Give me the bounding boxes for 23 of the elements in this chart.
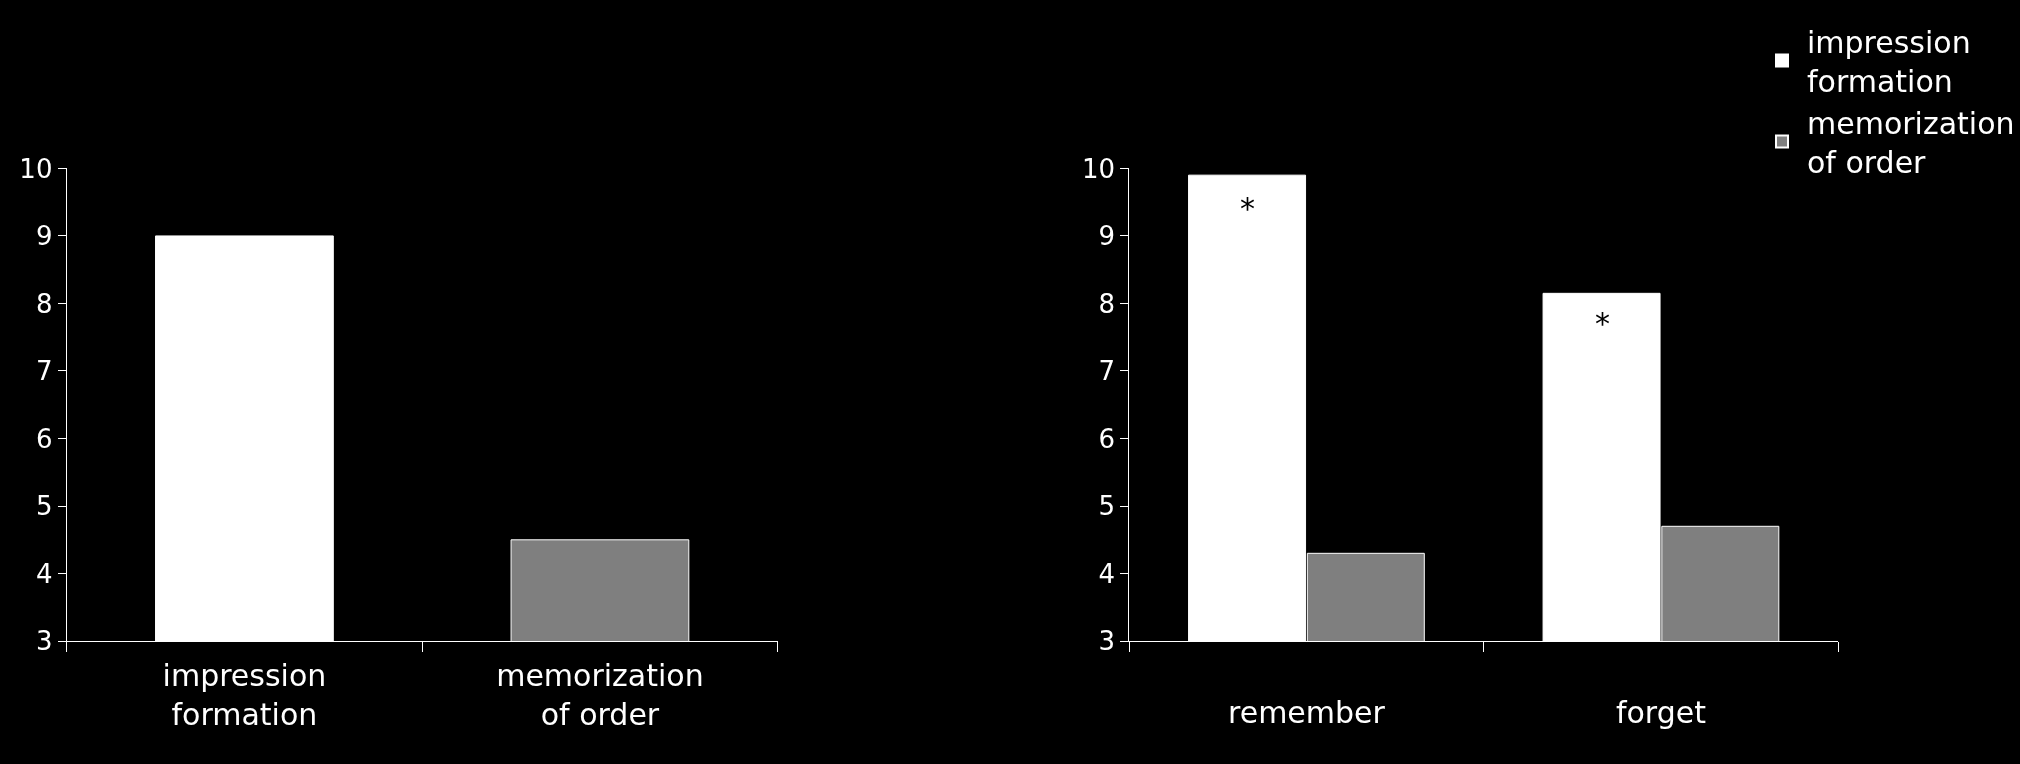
y-tick-label: 3 — [35, 626, 53, 657]
y-tick-label: 8 — [35, 288, 53, 319]
annotation: * — [1595, 306, 1610, 341]
y-tick-label: 4 — [1098, 558, 1115, 589]
x-tick-label: impression formation — [162, 658, 327, 733]
y-tick-label: 10 — [19, 153, 53, 184]
x-tick-label: forget — [1615, 695, 1707, 731]
y-tick-label: 5 — [1098, 491, 1115, 522]
y-tick-label: 3 — [1098, 626, 1115, 657]
y-tick-label: 9 — [35, 221, 53, 252]
legend-label: memorization of order — [1807, 105, 2015, 180]
y-tick-label: 5 — [35, 491, 53, 522]
y-tick-label: 6 — [35, 423, 53, 454]
annotation: * — [1240, 191, 1255, 226]
x-tick-label: remember — [1228, 695, 1386, 731]
y-tick-label: 4 — [35, 558, 53, 589]
y-tick-label: 10 — [1081, 153, 1115, 184]
y-tick-label: 9 — [1098, 221, 1115, 252]
y-tick-label: 6 — [1098, 423, 1115, 454]
y-tick-label: 7 — [1098, 356, 1115, 387]
y-tick-label: 8 — [1098, 288, 1115, 319]
x-tick-label: memorization of order — [496, 658, 704, 733]
y-tick-label: 7 — [35, 356, 53, 387]
